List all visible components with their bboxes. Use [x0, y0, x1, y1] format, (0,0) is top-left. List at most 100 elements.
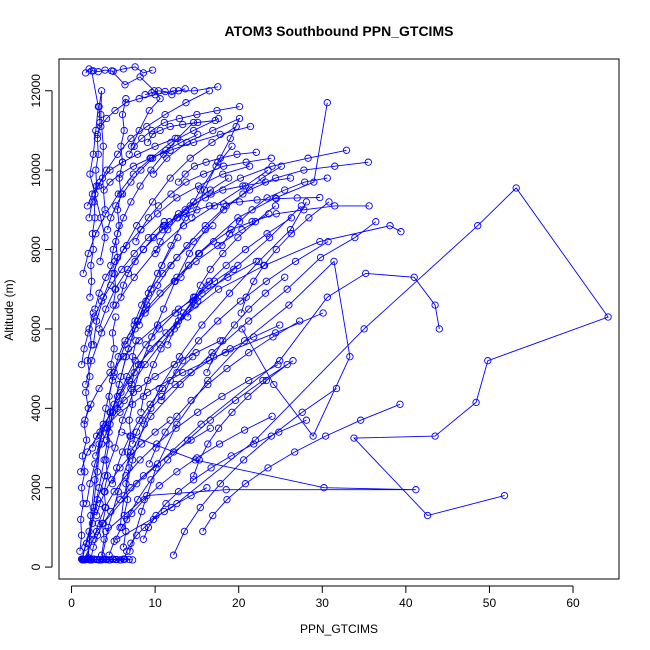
data-point	[179, 222, 188, 230]
data-point	[321, 432, 330, 440]
data-point	[177, 273, 185, 281]
data-point	[87, 261, 95, 270]
data-point	[153, 440, 161, 448]
data-point	[118, 158, 127, 166]
data-point	[267, 154, 275, 162]
data-point	[88, 190, 97, 198]
data-point	[235, 218, 244, 226]
data-point	[204, 440, 212, 448]
data-point	[164, 226, 172, 234]
data-point	[143, 138, 152, 147]
data-point	[182, 99, 190, 107]
data-point	[128, 400, 137, 408]
data-point	[222, 202, 230, 210]
y-tick-label: 0	[29, 563, 43, 570]
data-point	[194, 182, 203, 190]
data-point	[208, 138, 216, 147]
data-point	[77, 468, 85, 476]
data-point	[88, 444, 97, 452]
series-line-64	[147, 120, 216, 143]
data-point	[102, 166, 111, 174]
data-point	[138, 416, 147, 424]
data-point	[281, 273, 289, 281]
x-axis-label: PPN_GTCIMS	[300, 622, 378, 636]
data-point	[120, 396, 128, 405]
data-point	[114, 353, 122, 361]
data-point	[193, 110, 201, 119]
data-point	[176, 380, 184, 389]
data-point	[216, 130, 224, 139]
data-point	[107, 360, 115, 369]
data-point	[346, 353, 354, 361]
x-tick-label: 10	[148, 596, 162, 610]
data-point	[226, 345, 234, 353]
data-point	[251, 218, 260, 226]
data-point	[93, 495, 102, 504]
data-point	[146, 345, 154, 353]
data-point	[302, 416, 311, 424]
data-point	[190, 87, 199, 95]
data-point	[207, 190, 215, 198]
data-point	[192, 257, 200, 266]
data-point	[189, 126, 198, 135]
data-point	[214, 83, 222, 91]
data-point	[113, 206, 122, 214]
data-point	[289, 357, 297, 365]
data-point	[122, 472, 130, 480]
data-point	[105, 440, 113, 448]
y-tick-label: 10000	[29, 153, 43, 187]
data-point	[160, 218, 168, 226]
data-point	[101, 488, 109, 496]
data-point	[97, 329, 106, 337]
data-point	[210, 277, 219, 285]
y-axis: 0 2000 4000 6000 8000 10000 12000	[29, 74, 53, 570]
data-point	[92, 166, 100, 174]
data-point	[245, 317, 253, 325]
data-point	[174, 488, 183, 496]
data-point	[245, 162, 254, 170]
data-point	[212, 162, 220, 170]
series-line-35	[180, 205, 370, 278]
data-point	[139, 245, 148, 254]
series-line-6	[87, 225, 402, 558]
data-point	[83, 448, 92, 456]
data-point	[210, 202, 219, 210]
data-point	[86, 535, 94, 543]
data-point	[116, 408, 124, 416]
data-point	[230, 265, 238, 274]
data-point	[153, 460, 162, 468]
data-point	[272, 210, 280, 218]
data-point	[219, 249, 227, 258]
data-point	[135, 126, 143, 135]
data-point	[190, 162, 199, 170]
data-point	[209, 222, 217, 230]
data-point	[208, 349, 216, 357]
data-point	[97, 122, 105, 131]
data-point	[151, 428, 159, 436]
data-point	[128, 456, 137, 464]
data-point	[167, 190, 175, 198]
data-point	[214, 424, 223, 432]
data-point	[159, 305, 168, 313]
data-point	[191, 301, 199, 309]
data-point	[126, 452, 134, 460]
data-point	[90, 507, 98, 516]
data-point	[85, 214, 93, 222]
data-point	[123, 265, 132, 274]
data-point	[227, 226, 235, 234]
data-point	[194, 297, 202, 305]
data-point	[397, 228, 405, 236]
data-point	[146, 400, 154, 408]
data-point	[102, 456, 110, 464]
data-point	[139, 535, 148, 543]
data-point	[272, 245, 280, 254]
data-point	[484, 357, 492, 365]
data-point	[309, 432, 317, 440]
data-point	[99, 420, 107, 428]
data-point	[133, 480, 141, 488]
data-point	[131, 357, 139, 365]
data-point	[116, 464, 124, 472]
data-point	[135, 95, 143, 103]
data-point	[181, 206, 189, 214]
data-point	[223, 364, 231, 373]
